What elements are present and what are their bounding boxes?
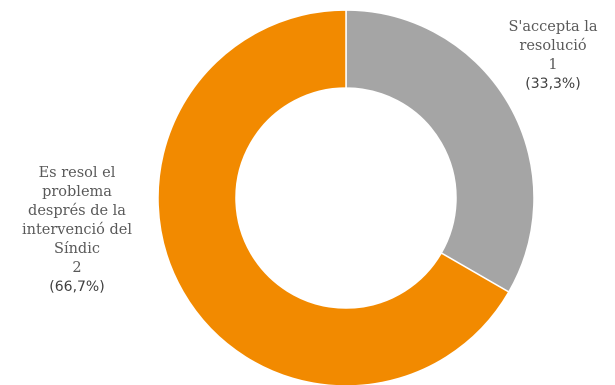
slice-label-name-line: S'accepta la	[508, 19, 597, 35]
slice-label-name-line: després de la	[28, 203, 126, 219]
slice-label-name-line: Síndic	[54, 241, 100, 257]
slice-label-value: 2	[72, 260, 81, 276]
slice-labels: S'accepta la resolució 1 (33,3%) Es resol el…	[22, 19, 598, 295]
slice-label-1: S'accepta la resolució 1 (33,3%)	[508, 19, 597, 92]
slice-label-percent: (66,7%)	[49, 279, 104, 295]
donut-slice-1	[345, 9, 535, 294]
slice-label-name-line: resolució	[519, 38, 586, 54]
donut-slice-2	[157, 9, 510, 385]
donut-slices	[157, 9, 535, 385]
slice-label-percent: (33,3%)	[525, 76, 580, 92]
slice-label-value: 1	[548, 57, 557, 73]
slice-label-name-line: intervenció del	[22, 222, 132, 238]
slice-label-name-line: problema	[42, 184, 112, 200]
slice-label-2: Es resol el problema després de la interven…	[22, 165, 132, 295]
slice-label-name-line: Es resol el	[39, 165, 116, 181]
